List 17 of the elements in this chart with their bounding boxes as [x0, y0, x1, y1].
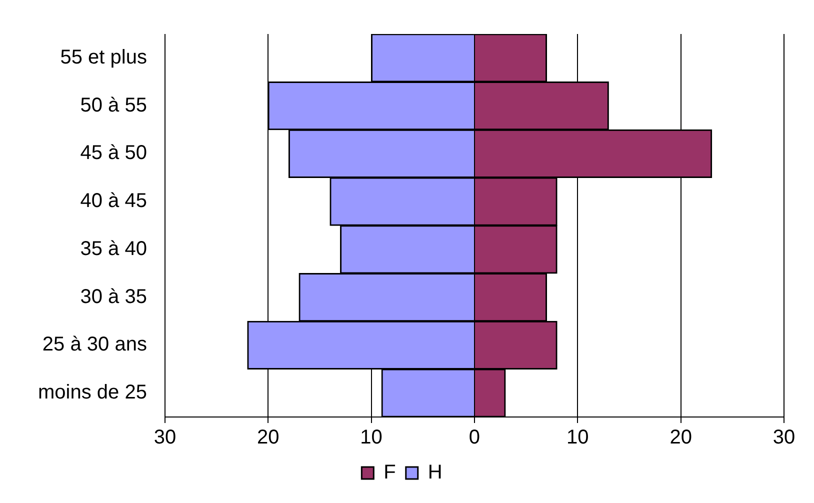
y-tick-label: moins de 25 [38, 382, 147, 404]
x-tick-label: 30 [772, 426, 796, 449]
y-tick-label: 50 à 55 [80, 94, 147, 116]
legend-label: F [384, 462, 396, 484]
y-tick-label: 35 à 40 [80, 238, 147, 260]
x-tick-label: 20 [257, 426, 280, 449]
y-tick-label: 30 à 35 [80, 286, 147, 308]
y-tick-label: 25 à 30 ans [42, 334, 147, 356]
x-tick-label: 10 [566, 426, 589, 449]
x-tick-label: 20 [670, 426, 692, 449]
x-tick-label: 30 [154, 426, 176, 449]
y-tick-label: 45 à 50 [80, 142, 147, 164]
y-tick-label: 55 et plus [60, 46, 147, 68]
x-tick-label: 0 [468, 426, 480, 449]
x-tick-label: 10 [360, 426, 382, 449]
y-tick-label: 40 à 45 [80, 190, 147, 212]
legend-label: H [428, 462, 442, 484]
